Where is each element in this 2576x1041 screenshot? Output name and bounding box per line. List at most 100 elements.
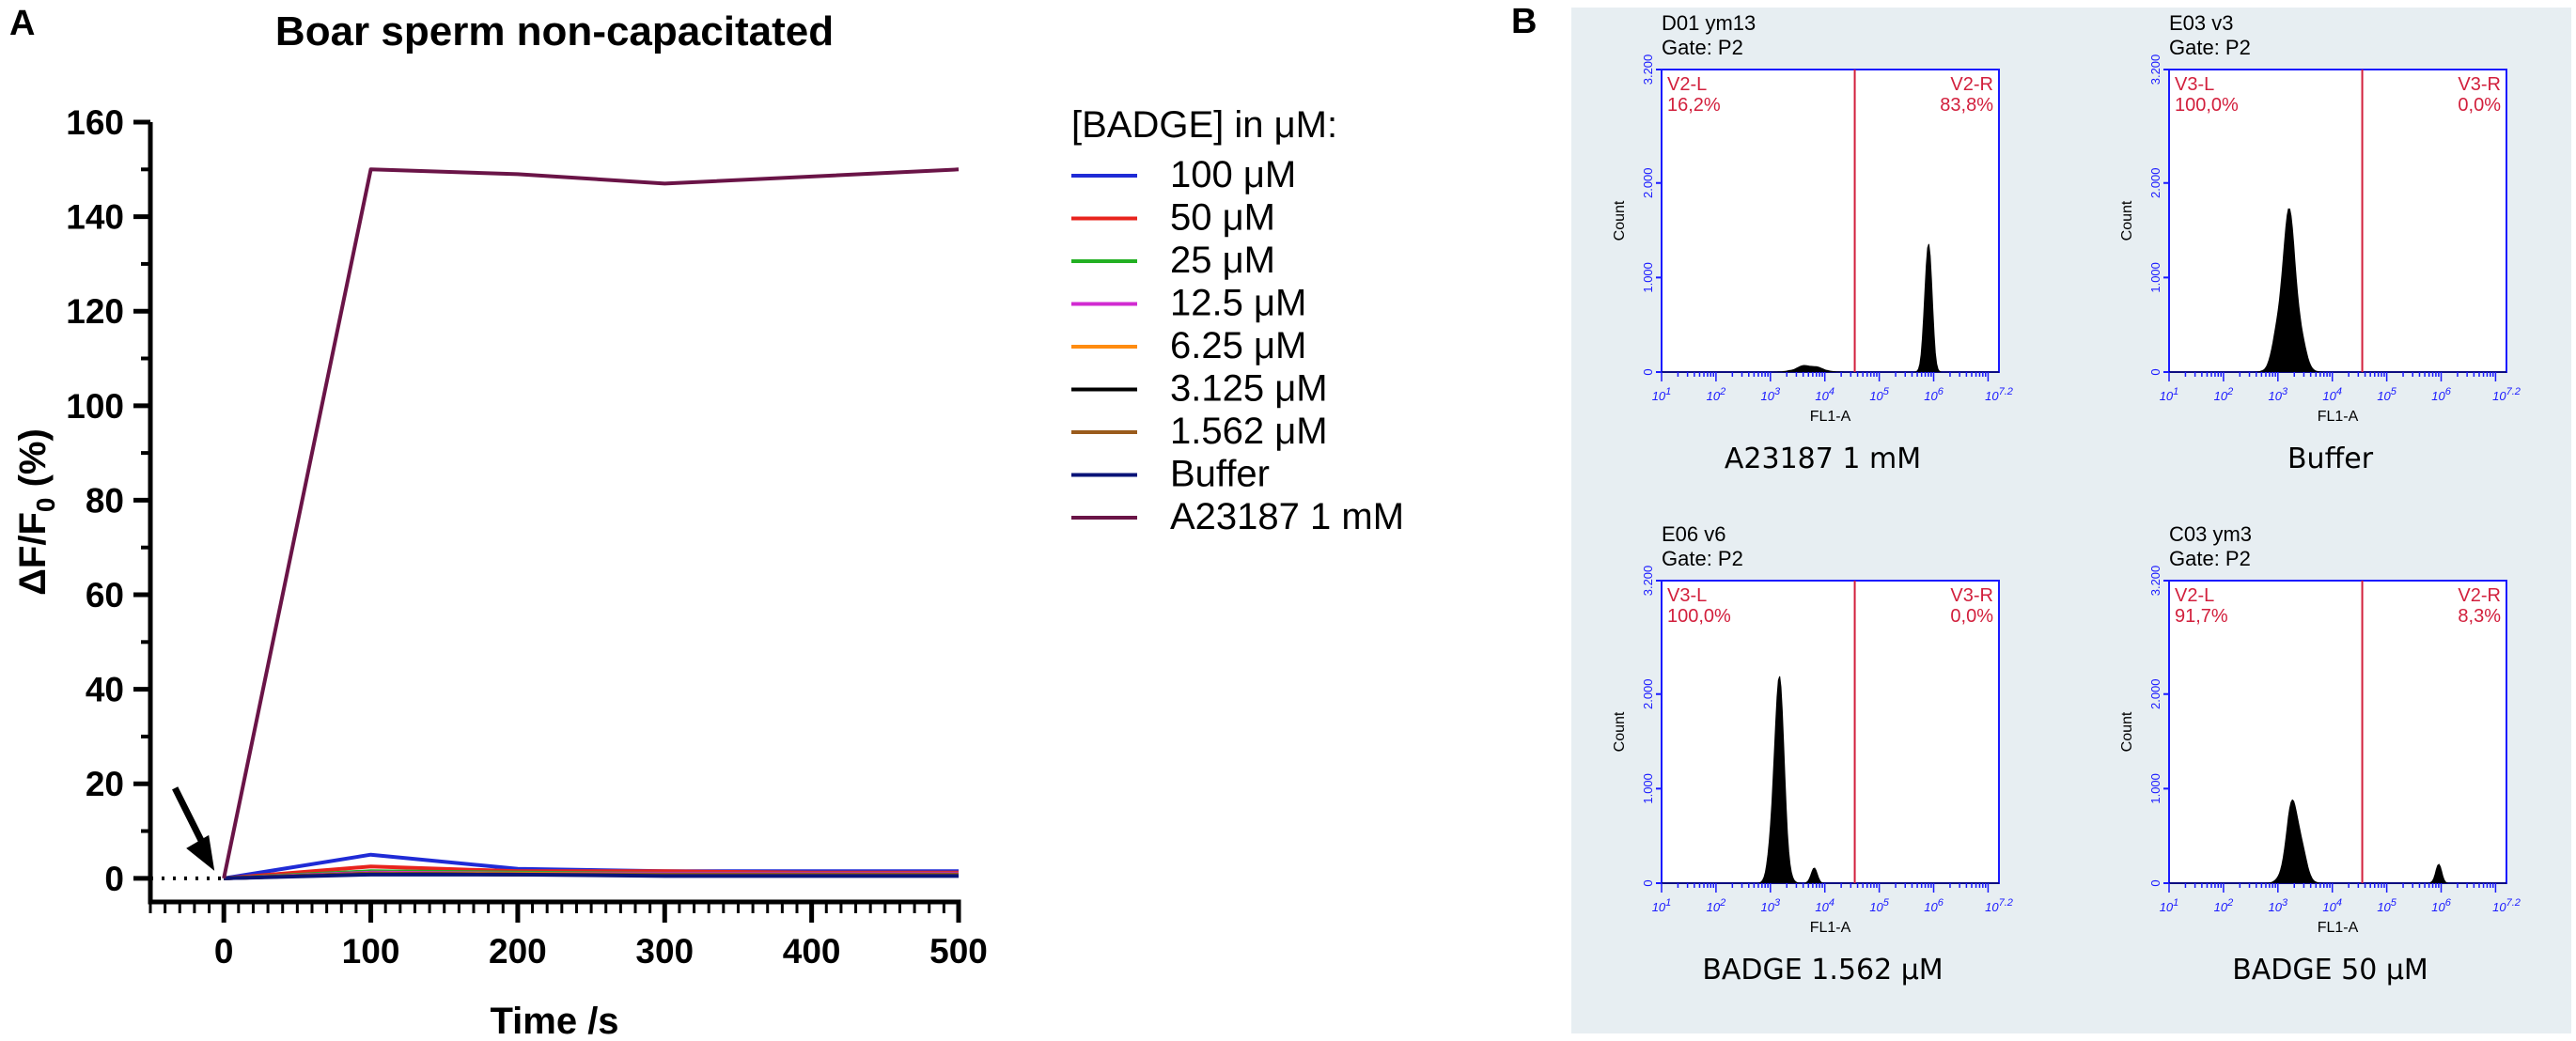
fc-x-axis-label: FL1-A [2318, 920, 2359, 936]
gate-left-percent: 91,7% [2175, 606, 2228, 627]
series-line-8 [222, 167, 960, 879]
fc-x-tick-label: 106 [2431, 386, 2451, 403]
fc-y-tick-label: 1.000 [1641, 773, 1655, 804]
fc-y-tick-label: 0 [1641, 368, 1655, 375]
sample-id: C03 ym3 [2169, 522, 2252, 546]
fc-y-tick-label: 0 [2148, 368, 2162, 375]
fc-x-tick-label: 106 [1924, 897, 1944, 914]
histogram-bars [1662, 676, 1999, 884]
fc-x-tick-label: 101 [1652, 897, 1672, 914]
fc-y-tick-label: 2.000 [2148, 678, 2162, 709]
histogram-frame [2168, 580, 2507, 884]
gate-label: Gate: P2 [1662, 36, 1743, 59]
gate-left-name: V3-L [2175, 74, 2214, 95]
fc-y-tick-label: 1.000 [1641, 262, 1655, 293]
histogram-bars [2169, 799, 2506, 884]
x-tick-label: 100 [342, 932, 400, 971]
histogram-caption: BADGE 1.562 μM [1702, 954, 1943, 987]
fc-x-tick-label: 104 [1815, 897, 1834, 914]
histogram-frame [1661, 69, 2000, 373]
x-tick-label: 200 [489, 932, 547, 971]
line-chart: 0 20 40 60 80 100 120 140 160 0 100 200 300 400 500 Tim… [12, 103, 1404, 1041]
histogram-frame [2168, 69, 2507, 373]
legend-label-5: 3.125 μM [1170, 368, 1328, 410]
fc-x-axis-label: FL1-A [1810, 920, 1851, 936]
y-tick-label: 0 [104, 860, 124, 898]
legend-label-8: A23187 1 mM [1170, 496, 1404, 537]
legend-label-0: 100 μM [1170, 154, 1296, 195]
fc-y-tick-label: 1.000 [2148, 262, 2162, 293]
fc-y-tick-label: 3.200 [1641, 566, 1655, 597]
gate-label: Gate: P2 [2169, 36, 2251, 59]
x-tick-label: 0 [214, 932, 234, 971]
gate-right-percent: 0,0% [1950, 606, 1993, 627]
fc-y-axis-label: Count [2119, 711, 2135, 752]
gate-left-name: V3-L [1667, 585, 1707, 606]
fc-x-tick-label: 107.2 [1985, 897, 2013, 914]
x-tick-label: 400 [783, 932, 841, 971]
fc-y-tick-label: 0 [1641, 879, 1655, 886]
chart-title: Boar sperm non-capacitated [275, 8, 834, 54]
gate-label: Gate: P2 [1662, 547, 1743, 570]
fc-x-tick-label: 106 [2431, 897, 2451, 914]
y-tick-label: 60 [86, 576, 124, 614]
y-tick-label: 20 [86, 765, 124, 803]
fc-x-tick-label: 105 [1869, 386, 1889, 403]
histogram-caption: BADGE 50 μM [2232, 954, 2428, 987]
fc-y-axis-label: Count [1612, 711, 1628, 752]
fc-x-tick-label: 107.2 [1985, 386, 2013, 403]
fc-x-tick-label: 105 [1869, 897, 1889, 914]
legend-label-6: 1.562 μM [1170, 411, 1328, 452]
fc-y-tick-label: 1.000 [2148, 773, 2162, 804]
fc-x-tick-label: 106 [1924, 386, 1944, 403]
gate-right-name: V3-R [2458, 74, 2501, 95]
fc-y-tick-label: 2.000 [1641, 167, 1655, 198]
y-tick-label: 140 [66, 198, 124, 237]
histogram-caption: Buffer [2287, 443, 2374, 475]
fc-x-tick-label: 105 [2377, 897, 2396, 914]
legend-label-2: 25 μM [1170, 240, 1275, 281]
fc-x-tick-label: 103 [1761, 386, 1781, 403]
fc-x-tick-label: 103 [2269, 897, 2288, 914]
gate-left-percent: 100,0% [2175, 95, 2239, 116]
y-tick-label: 100 [66, 387, 124, 426]
x-tick-label: 300 [635, 932, 694, 971]
fc-y-axis-label: Count [2119, 200, 2135, 241]
histogram-caption: A23187 1 mM [1725, 443, 1921, 475]
panel-a-letter: A [9, 4, 35, 43]
gate-right-name: V2-R [2458, 585, 2501, 606]
legend-title: [BADGE] in μM: [1071, 104, 1337, 146]
fc-x-axis-label: FL1-A [2318, 409, 2359, 425]
gate-right-percent: 8,3% [2458, 606, 2501, 627]
x-axis-label: Time /s [490, 1001, 618, 1041]
gate-right-name: V2-R [1950, 74, 1993, 95]
fc-x-tick-label: 101 [2160, 386, 2179, 403]
fc-x-axis-label: FL1-A [1810, 409, 1851, 425]
gate-right-name: V3-R [1950, 585, 1993, 606]
fc-x-tick-label: 107.2 [2492, 386, 2521, 403]
y-tick-label: 40 [86, 671, 124, 709]
panel-b-letter: B [1511, 2, 1537, 41]
gate-left-percent: 16,2% [1667, 95, 1721, 116]
fc-y-tick-label: 3.200 [2148, 566, 2162, 597]
fc-x-tick-label: 104 [1815, 386, 1834, 403]
sample-id: E06 v6 [1662, 522, 1726, 546]
sample-id: E03 v3 [2169, 11, 2234, 35]
fc-x-tick-label: 103 [1761, 897, 1781, 914]
fc-y-tick-label: 2.000 [2148, 167, 2162, 198]
fc-y-tick-label: 3.200 [2148, 54, 2162, 85]
legend-label-4: 6.25 μM [1170, 325, 1306, 366]
fc-x-tick-label: 103 [2269, 386, 2288, 403]
gate-right-percent: 83,8% [1940, 95, 1993, 116]
legend-label-7: Buffer [1170, 454, 1270, 495]
fc-x-tick-label: 102 [2214, 386, 2234, 403]
fc-x-tick-label: 104 [2322, 897, 2342, 914]
fc-x-tick-label: 102 [1707, 897, 1726, 914]
fc-x-tick-label: 102 [1707, 386, 1726, 403]
gate-label: Gate: P2 [2169, 547, 2251, 570]
legend-label-1: 50 μM [1170, 197, 1275, 239]
